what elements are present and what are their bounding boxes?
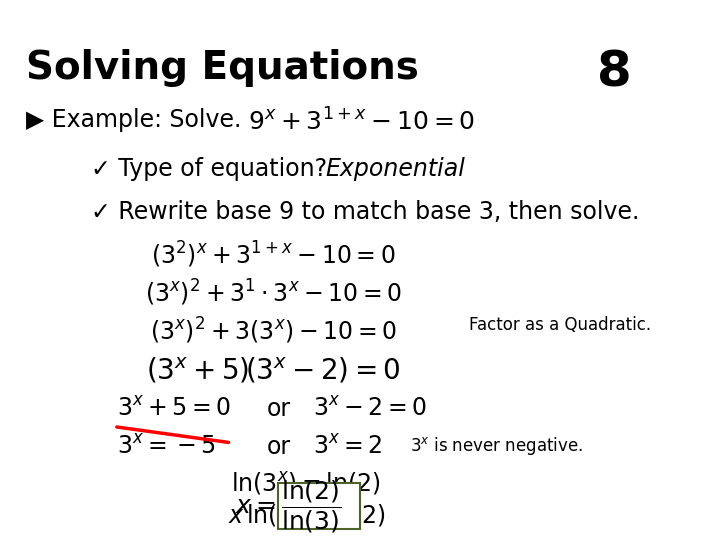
Text: $(3^x)^2 + 3(3^x) - 10 = 0$: $(3^x)^2 + 3(3^x) - 10 = 0$ — [150, 316, 397, 346]
Text: ▶ Example: Solve.: ▶ Example: Solve. — [26, 108, 256, 132]
Text: $3^x - 2 = 0$: $3^x - 2 = 0$ — [312, 397, 427, 421]
Text: $3^x = -5$: $3^x = -5$ — [117, 435, 216, 458]
Text: ✓ Rewrite base 9 to match base 3, then solve.: ✓ Rewrite base 9 to match base 3, then s… — [91, 200, 639, 224]
Text: Factor as a Quadratic.: Factor as a Quadratic. — [469, 316, 651, 334]
Text: 8: 8 — [597, 49, 632, 97]
Text: $3^x$ is never negative.: $3^x$ is never negative. — [410, 435, 584, 457]
Text: $\ln(3^x) = \ln(2)$: $\ln(3^x) = \ln(2)$ — [231, 470, 381, 497]
Text: $3^x = 2$: $3^x = 2$ — [312, 435, 382, 458]
Text: Exponential: Exponential — [325, 157, 466, 180]
Text: $9^x + 3^{1+x} - 10 = 0$: $9^x + 3^{1+x} - 10 = 0$ — [248, 108, 474, 135]
Text: $\left(3^x + 5\right)\!\left(3^x - 2\right) = 0$: $\left(3^x + 5\right)\!\left(3^x - 2\rig… — [146, 356, 401, 386]
Text: ✓ Type of equation?: ✓ Type of equation? — [91, 157, 328, 180]
Text: $(3^2)^x + 3^{1+x} - 10 = 0$: $(3^2)^x + 3^{1+x} - 10 = 0$ — [151, 240, 396, 271]
Text: $(3^x)^2 + 3^1 \cdot 3^x - 10 = 0$: $(3^x)^2 + 3^1 \cdot 3^x - 10 = 0$ — [145, 278, 402, 308]
Text: $x\,\ln(3) = \ln(2)$: $x\,\ln(3) = \ln(2)$ — [228, 502, 385, 528]
Text: or: or — [267, 435, 292, 458]
Text: Solving Equations: Solving Equations — [26, 49, 419, 86]
Text: or: or — [267, 397, 292, 421]
Text: $x = \dfrac{\ln(2)}{\ln(3)}$: $x = \dfrac{\ln(2)}{\ln(3)}$ — [235, 478, 341, 535]
Text: $3^x + 5 = 0$: $3^x + 5 = 0$ — [117, 397, 231, 421]
FancyBboxPatch shape — [278, 483, 359, 529]
